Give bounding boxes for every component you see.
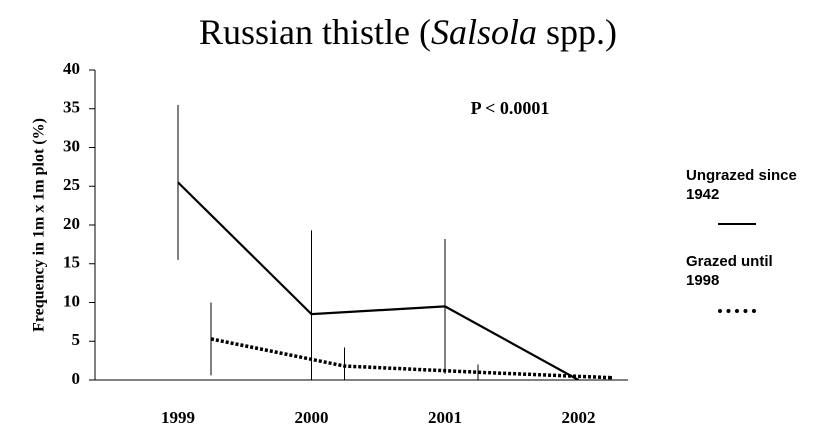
y-tick-label: 40 [63, 59, 80, 78]
y-tick-label: 5 [72, 330, 81, 349]
y-tick-label: 0 [72, 369, 81, 388]
x-tick-label: 2002 [562, 408, 596, 427]
chart-title: Russian thistle (Salsola spp.) [199, 12, 617, 52]
series-line [210, 337, 612, 380]
y-axis-label: Frequency in 1m x 1m plot (%) [31, 118, 48, 332]
legend-label: Grazed until 1998 [686, 253, 773, 289]
series-line [177, 181, 580, 380]
y-tick-label: 10 [63, 291, 80, 310]
y-tick-label: 25 [63, 175, 80, 194]
y-tick-label: 30 [63, 136, 80, 155]
annotation: P < 0.0001 [471, 98, 550, 118]
plot-area [177, 104, 612, 380]
y-tick-label: 35 [63, 98, 80, 117]
x-tick-label: 2000 [295, 408, 329, 427]
x-tick-label: 2001 [428, 408, 462, 427]
legend-swatch [718, 223, 756, 225]
x-tick-label: 1999 [161, 408, 195, 427]
legend-swatch [718, 309, 756, 313]
legend-label: Ungrazed since 1942 [686, 167, 797, 203]
y-tick-label: 20 [63, 214, 80, 233]
y-tick-label: 15 [63, 253, 80, 272]
